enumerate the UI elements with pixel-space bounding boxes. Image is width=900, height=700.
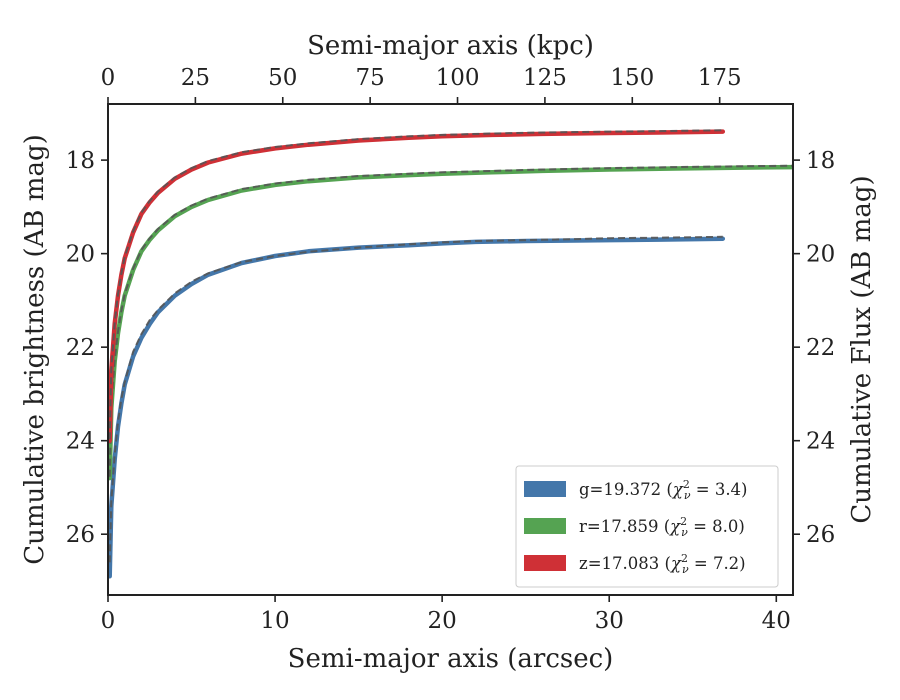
top-x-tick-label: 100	[436, 65, 480, 91]
model-line-g	[108, 235, 723, 563]
right-y-tick-label: 26	[806, 522, 835, 548]
axes-layer: 0 10 20 30 40 0 25 50 75 100 125 150 175 18 20 22 24 26 18…	[66, 65, 836, 634]
y-tick-label: 20	[66, 242, 95, 268]
top-x-tick-label: 75	[356, 65, 385, 91]
x-tick-label: 40	[762, 608, 791, 634]
legend-box	[515, 465, 779, 588]
series-line-z	[108, 129, 726, 443]
top-x-tick-label: 25	[181, 65, 210, 91]
model-line-z	[108, 129, 723, 440]
plot-frame	[107, 103, 794, 596]
legend-label-z: z=17.083 (χ2 ν = 7.2)	[579, 552, 746, 576]
top-x-tick-label: 175	[698, 65, 742, 91]
legend: g=19.372 (χ2 ν = 3.4) r=17.859 (χ2 ν = 8.0)…	[515, 465, 779, 588]
x-axis-title: Semi-major axis (arcsec)	[288, 644, 614, 674]
top-x-tick-label: 50	[268, 65, 297, 91]
legend-label-r: r=17.859 (χ2 ν = 8.0)	[579, 515, 745, 539]
y-axis-title: Cumulative brightness (AB mag)	[20, 134, 50, 565]
top-x-tick-label: 125	[523, 65, 567, 91]
legend-swatch-g	[524, 481, 566, 497]
right-y-tick-label: 20	[806, 242, 835, 268]
model-line-r	[108, 164, 793, 477]
right-y-tick-label: 22	[806, 335, 835, 361]
y-tick-label: 22	[66, 335, 95, 361]
series-line-r	[108, 164, 793, 481]
y-tick-label: 26	[66, 522, 95, 548]
right-y-axis-title: Cumulative Flux (AB mag)	[847, 175, 877, 523]
legend-swatch-r	[524, 518, 566, 534]
x-tick-label: 20	[428, 608, 457, 634]
right-y-tick-label: 24	[806, 429, 835, 455]
x-tick-label: 30	[595, 608, 624, 634]
x-tick-label: 10	[260, 608, 289, 634]
x-tick-label: 0	[101, 608, 116, 634]
top-x-tick-label: 150	[610, 65, 654, 91]
legend-label-g: g=19.372 (χ2 ν = 3.4)	[579, 478, 748, 502]
top-x-axis-title: Semi-major axis (kpc)	[307, 31, 594, 61]
legend-swatch-z	[524, 555, 566, 571]
y-tick-label: 24	[66, 429, 95, 455]
series-layer	[108, 129, 793, 579]
right-y-tick-label: 18	[806, 148, 835, 174]
y-tick-label: 18	[66, 148, 95, 174]
top-x-tick-label: 0	[101, 65, 116, 91]
